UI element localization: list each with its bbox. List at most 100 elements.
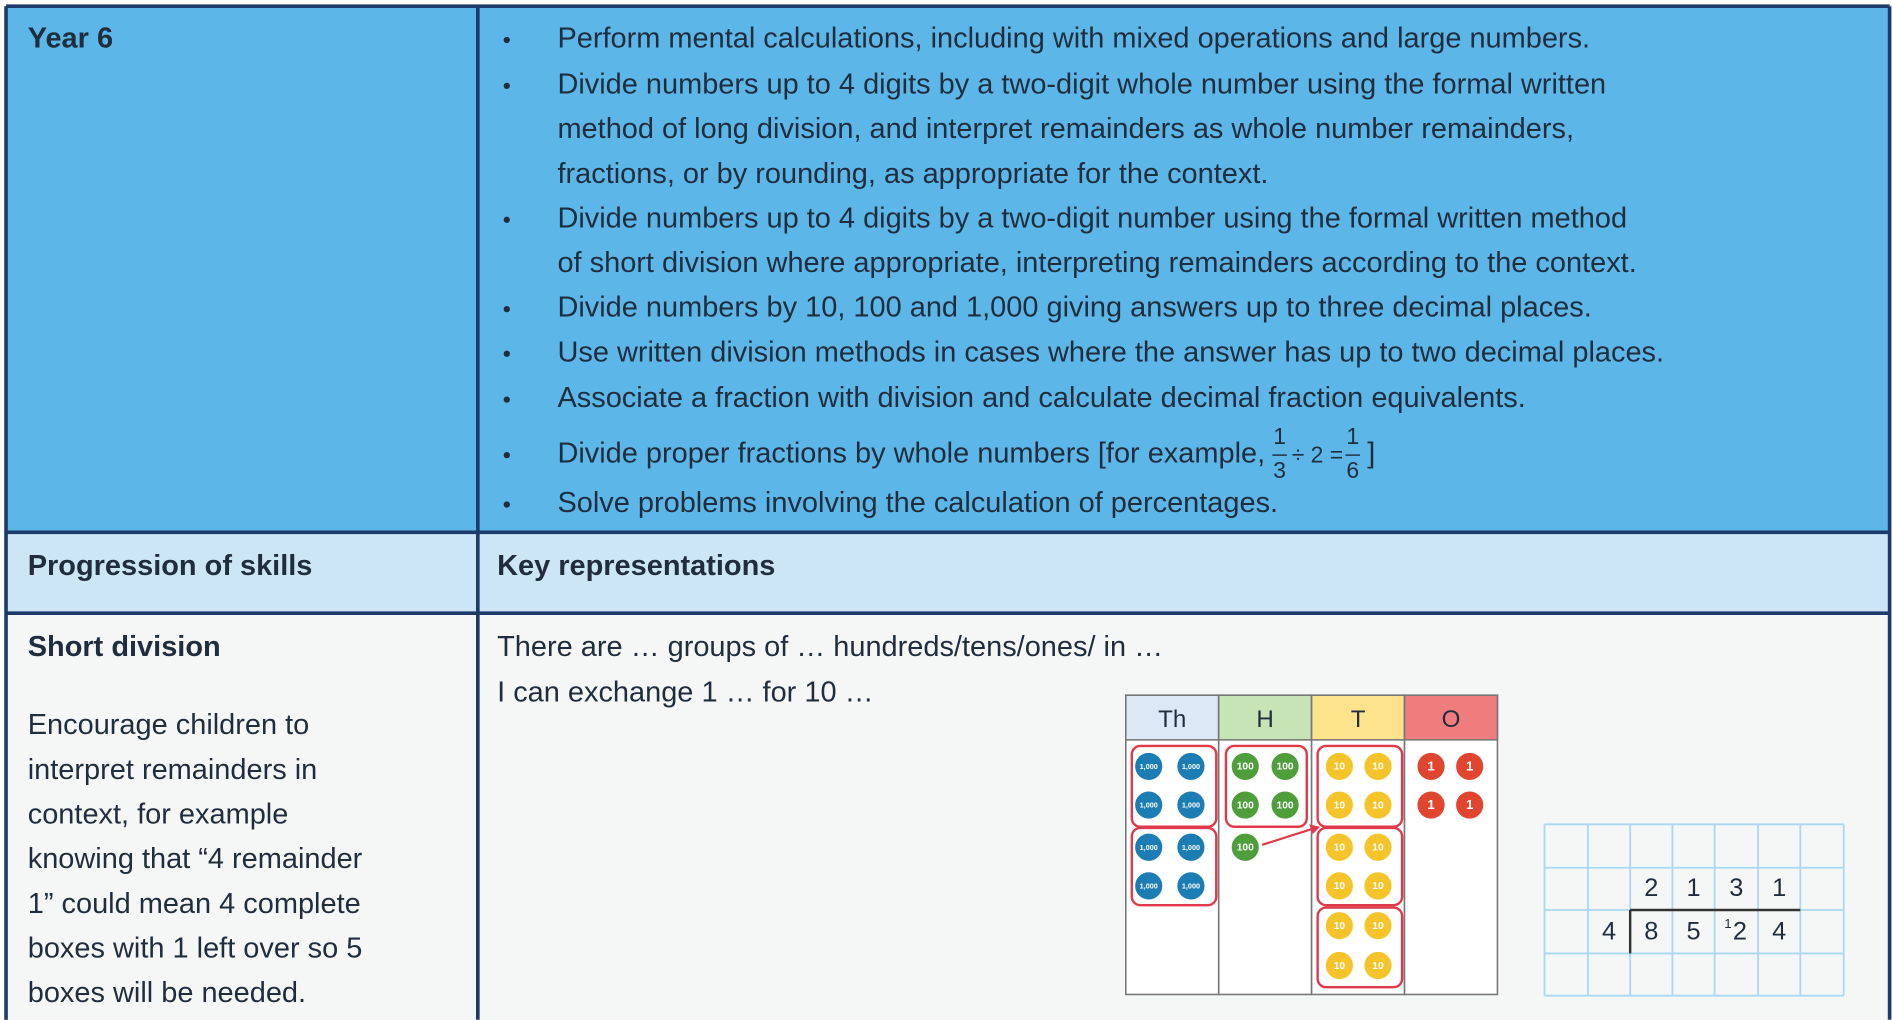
counter-label: 1 bbox=[1427, 759, 1435, 774]
counter bbox=[1133, 870, 1165, 902]
counter bbox=[1362, 910, 1394, 942]
counter-label: 10 bbox=[1334, 762, 1346, 773]
dividend-digit: 5 bbox=[1686, 918, 1700, 946]
fraction-denominator: 3 bbox=[1273, 457, 1286, 483]
quotient-digit: 1 bbox=[1772, 874, 1786, 902]
column-header bbox=[1403, 694, 1499, 741]
counter-label: 1,000 bbox=[1140, 843, 1158, 852]
column-body bbox=[1403, 694, 1499, 996]
group-outline bbox=[1316, 906, 1404, 989]
counter-label: 1,000 bbox=[1182, 801, 1200, 810]
column-heading: H bbox=[1256, 706, 1273, 733]
counter-label: 1 bbox=[1466, 797, 1474, 812]
bullet-text: Divide proper fractions by whole numbers… bbox=[557, 438, 1265, 470]
dividend-digit: 8 bbox=[1644, 918, 1658, 946]
counter bbox=[1362, 950, 1394, 981]
operator: ÷ 2 = bbox=[1292, 441, 1343, 467]
counter-label: 10 bbox=[1372, 762, 1384, 773]
bullet-text: fractions, or by rounding, as appropriat… bbox=[557, 158, 1268, 190]
prompt-line: There are … groups of … hundreds/tens/on… bbox=[497, 631, 1163, 663]
counter bbox=[1323, 789, 1355, 821]
counter bbox=[1323, 870, 1355, 902]
counter bbox=[1362, 831, 1394, 863]
counter-label: 10 bbox=[1372, 921, 1384, 932]
counter bbox=[1175, 831, 1207, 863]
bullet-dot bbox=[503, 82, 510, 90]
bullet-dot bbox=[503, 350, 510, 357]
counter bbox=[1323, 910, 1355, 942]
paragraph-line: interpret remainders in bbox=[28, 754, 318, 786]
counter bbox=[1229, 789, 1261, 821]
group-outline bbox=[1130, 826, 1218, 907]
counter bbox=[1415, 789, 1447, 821]
quotient-digit: 3 bbox=[1729, 874, 1743, 902]
dividend-digit: 4 bbox=[1772, 918, 1786, 946]
quotient-digit: 1 bbox=[1686, 874, 1700, 902]
bullet-dot bbox=[503, 36, 510, 44]
bullet-text: of short division where appropriate, int… bbox=[557, 247, 1636, 279]
counter bbox=[1323, 751, 1355, 782]
counter-label: 100 bbox=[1237, 843, 1254, 854]
row-label: Short division bbox=[28, 631, 221, 663]
counter-label: 10 bbox=[1334, 961, 1346, 972]
counter bbox=[1229, 751, 1261, 782]
arrow-head bbox=[1309, 824, 1321, 834]
counter bbox=[1133, 831, 1165, 863]
place-value-chart: Th 1,000 1,000 1,000 1,000 1,000 1,000 1,000 1,0… bbox=[1125, 694, 1499, 996]
column-heading: T bbox=[1351, 706, 1366, 733]
fraction-denominator: 6 bbox=[1346, 457, 1359, 483]
counter bbox=[1133, 789, 1165, 821]
bullet-text: Use written division methods in cases wh… bbox=[557, 336, 1664, 368]
counter bbox=[1229, 831, 1261, 863]
dividend-digit: 2 bbox=[1733, 918, 1747, 946]
bullet-text: Divide numbers up to 4 digits by a two-d… bbox=[557, 202, 1627, 234]
counter bbox=[1175, 789, 1207, 821]
bullet-text: method of long division, and interpret r… bbox=[557, 113, 1574, 145]
table-borders bbox=[4, 4, 1892, 1020]
counter-label: 10 bbox=[1334, 921, 1346, 932]
short-division-grid: 2 1 3 14 8 5 2 41 bbox=[1543, 823, 1845, 997]
fraction-numerator: 1 bbox=[1346, 423, 1359, 449]
bullet-dot bbox=[503, 216, 510, 223]
row-label: Year 6 bbox=[28, 23, 113, 55]
counter-label: 10 bbox=[1334, 843, 1346, 854]
row-label: Progression of skills bbox=[28, 550, 313, 582]
column-heading: Key representations bbox=[497, 550, 775, 582]
counter bbox=[1415, 751, 1447, 782]
counter bbox=[1269, 751, 1301, 782]
fraction-numerator: 1 bbox=[1273, 423, 1286, 449]
group-outline bbox=[1224, 744, 1308, 828]
exchange-arrow bbox=[1261, 826, 1316, 846]
quotient-digit: 2 bbox=[1644, 874, 1658, 902]
bullet-dot bbox=[503, 396, 510, 403]
counter-label: 100 bbox=[1237, 762, 1254, 773]
counter-label: 1,000 bbox=[1140, 881, 1158, 890]
counter bbox=[1362, 870, 1394, 902]
counter bbox=[1269, 789, 1301, 821]
counter bbox=[1454, 751, 1486, 782]
bullet-text: Divide numbers by 10, 100 and 1,000 givi… bbox=[557, 292, 1591, 324]
year-row-bg bbox=[6, 6, 1889, 532]
counter-label: 1,000 bbox=[1182, 762, 1200, 771]
counter-label: 1,000 bbox=[1182, 881, 1200, 890]
bullet-text: Associate a fraction with division and c… bbox=[557, 382, 1525, 414]
divisor: 4 bbox=[1602, 918, 1616, 946]
counter-label: 1,000 bbox=[1140, 762, 1158, 771]
bullet-dot bbox=[503, 305, 510, 313]
bullet-text: Perform mental calculations, including w… bbox=[557, 23, 1590, 55]
bullet-text: Solve problems involving the calculation… bbox=[557, 487, 1278, 519]
counter bbox=[1133, 751, 1165, 782]
counter bbox=[1454, 789, 1486, 821]
content-row-bg bbox=[6, 613, 1889, 1020]
header-row-bg bbox=[6, 531, 1889, 614]
counter-label: 10 bbox=[1372, 961, 1384, 972]
counter bbox=[1175, 751, 1207, 782]
paragraph-line: context, for example bbox=[28, 799, 289, 831]
column-heading: Th bbox=[1158, 706, 1186, 733]
group-outline bbox=[1316, 826, 1404, 907]
column-heading: O bbox=[1442, 706, 1461, 733]
counter-label: 100 bbox=[1277, 762, 1294, 773]
paragraph-line: boxes will be needed. bbox=[28, 977, 306, 1009]
